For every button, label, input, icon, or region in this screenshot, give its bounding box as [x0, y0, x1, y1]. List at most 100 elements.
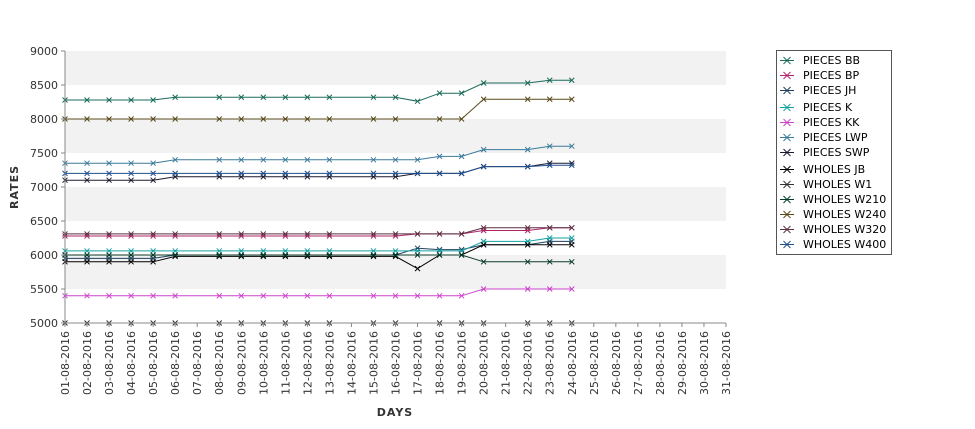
legend-label: WHOLES JB: [803, 163, 866, 176]
data-point: [480, 163, 487, 170]
data-point: [546, 235, 553, 241]
x-tick-label: 04-08-2016: [125, 331, 138, 395]
x-tick-label: 24-08-2016: [566, 331, 579, 395]
data-point: [414, 248, 421, 254]
x-tick-label: 10-08-2016: [257, 331, 270, 395]
data-point: [84, 177, 90, 184]
data-point: [524, 96, 531, 103]
data-point: [480, 96, 487, 103]
data-point: [524, 258, 531, 265]
data-point: [524, 163, 531, 170]
grid-band: [65, 289, 726, 323]
series-wholes-w240: [62, 96, 575, 122]
data-point: [436, 292, 443, 299]
data-point: [392, 116, 399, 122]
x-tick-label: 28-08-2016: [654, 331, 667, 395]
data-point: [370, 231, 377, 237]
data-point: [524, 146, 531, 153]
data-point: [326, 156, 333, 163]
data-point: [546, 77, 553, 84]
data-point: [260, 292, 267, 299]
series-wholes-w320: [62, 224, 575, 237]
data-point: [546, 258, 553, 265]
data-point: [568, 162, 575, 169]
data-point: [150, 97, 156, 103]
data-point: [458, 231, 465, 237]
data-point: [436, 170, 443, 177]
grid-band: [65, 119, 726, 153]
legend-marker-icon: [780, 53, 794, 68]
legend-label: WHOLES W240: [803, 208, 887, 221]
legend-marker-icon: [780, 207, 794, 222]
x-tick-label: 01-08-2016: [59, 331, 72, 395]
legend-item: PIECES KK: [777, 115, 891, 130]
x-tick-label: 13-08-2016: [323, 331, 336, 395]
data-point: [392, 156, 399, 163]
legend-item: WHOLES W240: [777, 207, 891, 222]
x-tick-label: 21-08-2016: [500, 331, 513, 395]
data-point: [546, 143, 553, 150]
data-point: [128, 116, 134, 122]
data-point: [260, 231, 267, 237]
data-point: [282, 252, 289, 258]
data-point: [282, 94, 289, 101]
x-tick-label: 25-08-2016: [588, 331, 601, 395]
x-tick-label: 08-08-2016: [213, 331, 226, 395]
x-tick-label: 12-08-2016: [301, 331, 314, 395]
data-point: [128, 160, 134, 167]
x-tick-label: 16-08-2016: [390, 331, 403, 395]
data-point: [546, 162, 553, 169]
data-point: [458, 252, 465, 258]
data-point: [106, 292, 112, 299]
grid-band: [65, 221, 726, 255]
legend-label: PIECES KK: [803, 116, 860, 129]
legend-item: PIECES SWP: [777, 145, 891, 160]
data-point: [568, 96, 575, 103]
y-tick-label: 6000: [30, 249, 58, 262]
data-point: [370, 252, 377, 258]
data-point: [458, 116, 465, 122]
data-point: [282, 231, 289, 237]
x-tick-label: 29-08-2016: [676, 331, 689, 395]
x-tick-label: 27-08-2016: [632, 331, 645, 395]
data-point: [546, 286, 553, 292]
data-point: [260, 248, 267, 254]
legend-label: WHOLES W320: [803, 223, 887, 236]
x-tick-label: 15-08-2016: [367, 331, 380, 395]
legend-label: WHOLES W1: [803, 178, 873, 191]
data-point: [172, 156, 179, 163]
x-tick-label: 02-08-2016: [81, 331, 94, 395]
data-point: [150, 170, 156, 177]
data-point: [106, 231, 112, 237]
data-point: [216, 248, 223, 254]
data-point: [480, 258, 487, 265]
data-point: [216, 252, 223, 258]
data-point: [414, 265, 421, 272]
grid-band: [65, 187, 726, 221]
data-point: [304, 252, 311, 258]
data-point: [150, 177, 156, 184]
legend-marker-icon: [780, 237, 794, 252]
legend-marker-icon: [780, 100, 794, 115]
data-point: [524, 286, 531, 292]
data-point: [106, 177, 112, 184]
data-point: [436, 153, 443, 160]
data-point: [260, 170, 267, 177]
data-point: [172, 116, 179, 122]
data-point: [84, 252, 90, 258]
data-point: [458, 170, 465, 177]
data-point: [480, 241, 487, 248]
data-point: [458, 90, 465, 97]
data-point: [546, 224, 553, 231]
legend-label: WHOLES W400: [803, 238, 887, 251]
data-point: [546, 96, 553, 103]
series-wholes-w210: [62, 252, 575, 265]
x-tick-label: 22-08-2016: [522, 331, 535, 395]
data-point: [568, 77, 575, 84]
data-point: [128, 252, 134, 258]
data-point: [480, 286, 487, 292]
axes: 5000 5500 6000 6500 7000 7500 8000 8500 9000 01-0…: [30, 45, 733, 395]
legend-item: WHOLES W1: [777, 177, 891, 192]
data-point: [282, 156, 289, 163]
